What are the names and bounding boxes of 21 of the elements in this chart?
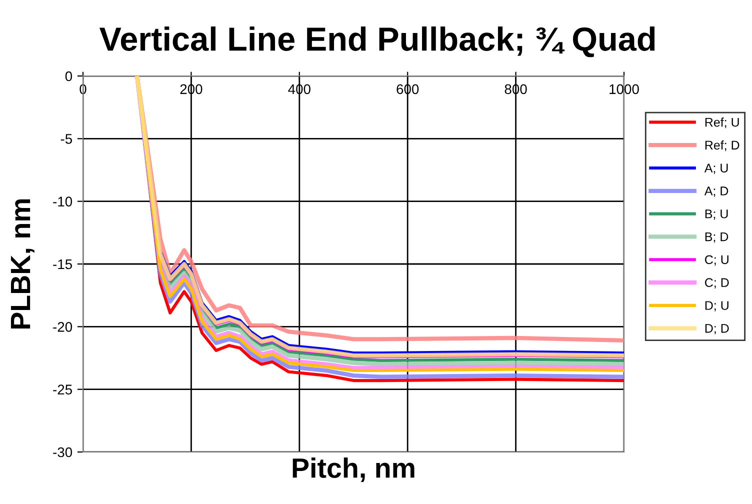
y-tick-label: -5 xyxy=(60,134,72,144)
y-tick-label: -10 xyxy=(53,196,72,207)
legend-label: C; U xyxy=(705,255,728,266)
x-axis-title: Pitch, nm xyxy=(292,458,414,482)
legend-label: A; D xyxy=(704,186,728,197)
legend-label: Ref; U xyxy=(705,118,739,128)
legend-label: D; U xyxy=(705,301,728,312)
chart-title: Vertical Line End Pullback; ¾ Quad xyxy=(99,26,655,58)
legend-label: B; D xyxy=(705,232,728,243)
legend-label: Ref; D xyxy=(705,140,740,152)
y-tick-label: -20 xyxy=(53,322,72,332)
y-tick-label: -30 xyxy=(53,447,72,458)
y-tick-label: -15 xyxy=(53,259,72,270)
y-tick-label: -25 xyxy=(53,384,72,395)
x-tick-label: 1000 xyxy=(610,84,639,94)
y-tick-label: 0 xyxy=(65,71,72,82)
legend-label: D; D xyxy=(705,324,729,334)
legend-label: C; D xyxy=(705,278,729,288)
y-axis-title: PLBK, nm xyxy=(10,199,34,328)
legend-label: A; U xyxy=(704,164,728,174)
legend-label: B; U xyxy=(705,210,728,220)
